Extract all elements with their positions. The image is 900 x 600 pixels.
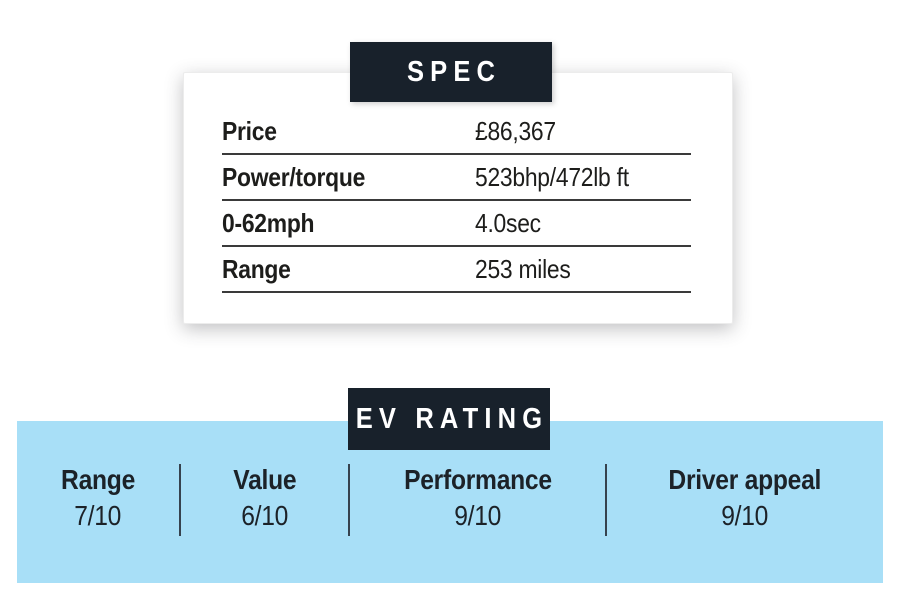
spec-row-value: 253 miles: [475, 253, 571, 284]
rating-item-performance: Performance 9/10: [350, 462, 605, 538]
rating-score: 7/10: [74, 500, 122, 531]
table-row: Power/torque 523bhp/472lb ft: [222, 155, 691, 201]
spec-row-label: Price: [222, 115, 277, 146]
rating-item-range: Range 7/10: [17, 462, 179, 538]
column-divider: [348, 464, 350, 536]
spec-row-label: Power/torque: [222, 161, 366, 192]
spec-title: SPEC: [406, 55, 502, 88]
spec-row-label: Range: [222, 253, 291, 284]
rating-item-value: Value 6/10: [181, 462, 348, 538]
table-row: Price £86,367: [222, 109, 691, 155]
spec-row-value: 523bhp/472lb ft: [475, 161, 629, 192]
spec-row-value: 4.0sec: [475, 207, 541, 238]
spec-row-label: 0-62mph: [222, 207, 315, 238]
spec-table: Price £86,367 Power/torque 523bhp/472lb …: [222, 109, 691, 293]
rating-label: Range: [60, 464, 135, 495]
ev-rating-header: EV RATING: [348, 388, 550, 450]
spec-row-value: £86,367: [475, 115, 556, 146]
table-row: Range 253 miles: [222, 247, 691, 293]
ev-rating-columns: Range 7/10 Value 6/10 Performance 9/10 D…: [17, 462, 883, 538]
column-divider: [605, 464, 607, 536]
rating-score: 9/10: [454, 500, 501, 531]
rating-label: Performance: [403, 464, 552, 495]
ev-rating-title: EV RATING: [355, 402, 549, 435]
rating-label: Value: [232, 464, 297, 495]
rating-item-driver-appeal: Driver appeal 9/10: [607, 462, 883, 538]
column-divider: [179, 464, 181, 536]
spec-card: [183, 72, 733, 324]
table-row: 0-62mph 4.0sec: [222, 201, 691, 247]
rating-score: 6/10: [241, 500, 288, 531]
rating-score: 9/10: [721, 500, 769, 531]
rating-label: Driver appeal: [668, 464, 822, 495]
spec-header: SPEC: [350, 42, 552, 102]
